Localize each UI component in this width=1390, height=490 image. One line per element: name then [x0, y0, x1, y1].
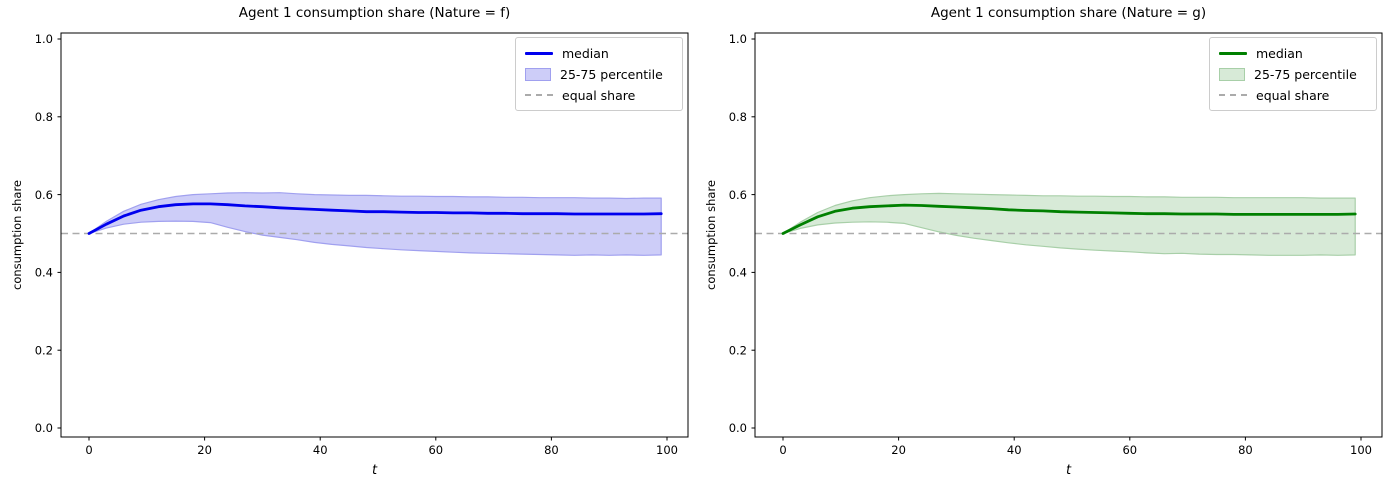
legend-row-percentile: 25-75 percentile	[525, 65, 673, 83]
equal-share-dash-swatch	[525, 94, 553, 96]
svg-text:80: 80	[544, 443, 559, 457]
svg-text:100: 100	[1350, 443, 1372, 457]
legend-row-percentile: 25-75 percentile	[1219, 65, 1367, 83]
subplot-f-ylabel: consumption share	[10, 180, 24, 290]
percentile-band-swatch	[525, 67, 551, 81]
svg-text:40: 40	[1007, 443, 1022, 457]
legend-label-equal-share: equal share	[562, 87, 636, 103]
svg-text:0.6: 0.6	[729, 188, 747, 202]
median-line-swatch	[1219, 51, 1247, 55]
subplot-f-legend: median 25-75 percentile equal share	[515, 37, 683, 111]
legend-row-median: median	[1219, 44, 1367, 62]
svg-text:40: 40	[313, 443, 328, 457]
median-line-swatch	[525, 51, 553, 55]
legend-row-equal-share: equal share	[1219, 86, 1367, 104]
svg-text:0.0: 0.0	[729, 421, 747, 435]
svg-text:0: 0	[779, 443, 786, 457]
svg-text:60: 60	[428, 443, 443, 457]
svg-text:0.2: 0.2	[35, 343, 53, 357]
svg-text:0.8: 0.8	[35, 110, 53, 124]
equal-share-dash-swatch	[1219, 94, 1247, 96]
subplot-g-xlabel: t	[1065, 463, 1072, 478]
svg-text:20: 20	[197, 443, 212, 457]
subplot-g-ylabel: consumption share	[704, 180, 718, 290]
svg-text:80: 80	[1238, 443, 1253, 457]
legend-row-equal-share: equal share	[525, 86, 673, 104]
svg-text:1.0: 1.0	[729, 32, 747, 46]
legend-label-percentile: 25-75 percentile	[560, 66, 663, 82]
legend-label-percentile: 25-75 percentile	[1254, 66, 1357, 82]
svg-text:0.4: 0.4	[729, 266, 747, 280]
subplot-f-title: Agent 1 consumption share (Nature = f)	[238, 5, 511, 21]
svg-text:1.0: 1.0	[35, 32, 53, 46]
legend-label-median: median	[562, 45, 609, 61]
percentile-band-swatch	[1219, 67, 1245, 81]
svg-text:0.0: 0.0	[35, 421, 53, 435]
legend-label-median: median	[1256, 45, 1303, 61]
subplot-g-legend: median 25-75 percentile equal share	[1209, 37, 1377, 111]
svg-text:0.6: 0.6	[35, 188, 53, 202]
svg-text:0.4: 0.4	[35, 266, 53, 280]
svg-text:20: 20	[891, 443, 906, 457]
svg-text:60: 60	[1122, 443, 1137, 457]
subplot-f-xlabel: t	[371, 463, 378, 478]
legend-label-equal-share: equal share	[1256, 87, 1330, 103]
svg-text:0.2: 0.2	[729, 343, 747, 357]
subplot-g-title: Agent 1 consumption share (Nature = g)	[930, 5, 1207, 21]
svg-text:0: 0	[85, 443, 92, 457]
legend-row-median: median	[525, 44, 673, 62]
svg-text:100: 100	[656, 443, 678, 457]
svg-text:0.8: 0.8	[729, 110, 747, 124]
